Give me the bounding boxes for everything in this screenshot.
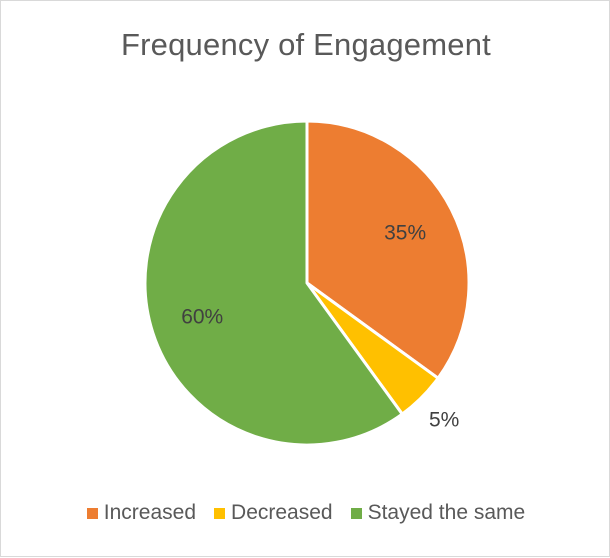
legend-swatch-stayed-the-same	[350, 507, 362, 519]
pie-slice-stayed-the-same	[143, 119, 404, 447]
data-label-stayed-the-same: 60%	[181, 306, 223, 329]
pie-slices	[143, 119, 471, 447]
legend-item-increased: Increased	[86, 501, 197, 525]
pie-data-labels: 35% 5% 60%	[181, 221, 459, 431]
legend-item-decreased: Decreased	[214, 501, 333, 525]
legend-item-stayed-the-same: Stayed the same	[350, 501, 526, 525]
pie-slice-increased	[305, 119, 471, 380]
chart-legend: Increased Decreased Stayed the same	[1, 501, 610, 525]
legend-label-increased: Increased	[103, 501, 197, 524]
legend-swatch-decreased	[214, 507, 226, 519]
legend-label-decreased: Decreased	[231, 501, 333, 524]
chart-title: Frequency of Engagement	[121, 27, 491, 62]
legend-swatch-increased	[86, 507, 98, 519]
data-label-increased: 35%	[384, 221, 426, 244]
data-label-decreased: 5%	[429, 409, 459, 432]
legend-label-stayed-the-same: Stayed the same	[367, 501, 526, 524]
